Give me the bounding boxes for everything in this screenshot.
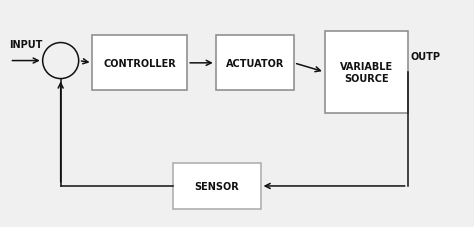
- FancyBboxPatch shape: [325, 32, 408, 114]
- Text: ACTUATOR: ACTUATOR: [226, 59, 284, 69]
- Text: VARIABLE
SOURCE: VARIABLE SOURCE: [339, 62, 393, 83]
- FancyBboxPatch shape: [216, 36, 294, 91]
- Text: CONTROLLER: CONTROLLER: [103, 59, 176, 69]
- Text: SENSOR: SENSOR: [194, 181, 239, 191]
- FancyBboxPatch shape: [92, 36, 187, 91]
- FancyBboxPatch shape: [173, 163, 261, 209]
- Text: INPUT: INPUT: [9, 40, 43, 50]
- Text: OUTP: OUTP: [410, 51, 440, 61]
